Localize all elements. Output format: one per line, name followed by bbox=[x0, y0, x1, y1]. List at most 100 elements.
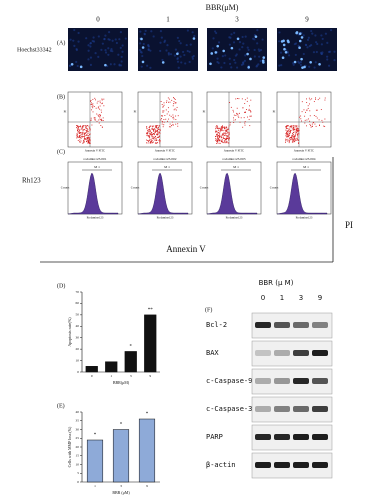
flow-event bbox=[146, 139, 148, 141]
panel-label: (D) bbox=[57, 282, 65, 289]
nucleus bbox=[182, 50, 185, 54]
flow-event bbox=[249, 109, 251, 111]
flow-event bbox=[221, 128, 222, 130]
flow-event bbox=[309, 115, 311, 117]
flow-event bbox=[81, 136, 83, 138]
flow-event bbox=[233, 114, 235, 116]
flow-event bbox=[297, 131, 299, 133]
flow-event bbox=[294, 126, 296, 128]
flow-event bbox=[172, 105, 174, 107]
flow-event bbox=[296, 129, 297, 131]
flow-event bbox=[149, 125, 151, 127]
flow-event bbox=[225, 130, 227, 132]
flow-event bbox=[304, 122, 306, 124]
flow-event bbox=[157, 127, 159, 129]
flow-event bbox=[152, 125, 154, 127]
flow-event bbox=[218, 127, 220, 129]
flow-event bbox=[175, 102, 177, 104]
flow-event bbox=[217, 127, 219, 129]
flow-event bbox=[90, 103, 92, 105]
file-label: rodamin123.001 bbox=[83, 157, 106, 161]
nucleus bbox=[229, 36, 232, 39]
y-tick-label: 40 bbox=[76, 324, 80, 328]
flow-event bbox=[319, 97, 321, 99]
flow-event bbox=[228, 134, 230, 136]
flow-event bbox=[238, 116, 240, 118]
flow-event bbox=[226, 128, 228, 130]
nucleus bbox=[185, 43, 188, 47]
nucleus bbox=[114, 38, 117, 41]
y-tick-label: 5 bbox=[77, 471, 79, 475]
flow-event bbox=[150, 138, 152, 140]
significance: * bbox=[94, 433, 97, 438]
flow-event bbox=[292, 135, 294, 137]
nucleus bbox=[111, 50, 114, 53]
flow-event bbox=[222, 140, 224, 142]
panel-label: (A) bbox=[57, 39, 65, 46]
flow-event bbox=[99, 105, 101, 107]
flow-event bbox=[225, 139, 227, 141]
flow-event bbox=[90, 119, 92, 121]
flow-event bbox=[99, 115, 101, 117]
flow-event bbox=[163, 124, 165, 126]
flow-event bbox=[87, 138, 89, 140]
flow-event bbox=[293, 138, 295, 140]
flow-event bbox=[315, 109, 317, 111]
flow-event bbox=[175, 115, 177, 117]
flow-event bbox=[78, 128, 80, 130]
x-axis-label: BBR (μM) bbox=[112, 490, 130, 495]
flow-event bbox=[160, 119, 162, 121]
blot-band bbox=[274, 462, 290, 468]
flow-event bbox=[290, 137, 292, 138]
flow-event bbox=[156, 126, 158, 128]
protein-label: PARP bbox=[206, 433, 223, 441]
x-tick-label: 3 bbox=[120, 484, 122, 488]
flow-event bbox=[229, 102, 231, 103]
flow-event bbox=[77, 125, 79, 127]
flow-event bbox=[217, 142, 218, 144]
flow-event bbox=[244, 122, 246, 124]
flow-axis-label: Annexin V FITC bbox=[294, 149, 314, 153]
flow-event bbox=[148, 135, 150, 137]
flow-event bbox=[171, 124, 172, 126]
flow-event bbox=[222, 134, 224, 135]
flow-event bbox=[233, 111, 235, 113]
nucleus bbox=[216, 57, 219, 60]
flow-event bbox=[157, 137, 159, 138]
flow-event bbox=[85, 131, 87, 133]
flow-event bbox=[313, 101, 315, 103]
flow-event bbox=[215, 136, 217, 138]
flow-event bbox=[77, 130, 79, 132]
flow-event bbox=[298, 133, 299, 135]
nucleus bbox=[258, 55, 261, 58]
flow-event bbox=[152, 137, 154, 139]
flow-event bbox=[288, 129, 290, 131]
flow-event bbox=[297, 129, 299, 131]
flow-plot bbox=[276, 91, 332, 148]
bright-nucleus bbox=[298, 46, 301, 50]
flow-event bbox=[297, 140, 299, 142]
nucleus bbox=[103, 37, 106, 41]
nucleus bbox=[147, 48, 150, 51]
flow-event bbox=[162, 110, 164, 112]
nucleus bbox=[149, 66, 152, 69]
flow-event bbox=[84, 125, 86, 127]
flow-event bbox=[285, 127, 287, 129]
flow-event bbox=[97, 106, 99, 108]
nucleus bbox=[333, 50, 336, 53]
flow-event bbox=[101, 99, 103, 101]
flow-axis-label: PI bbox=[203, 110, 206, 114]
flow-event bbox=[218, 136, 220, 138]
flow-event bbox=[287, 133, 289, 135]
nucleus bbox=[253, 48, 256, 52]
bright-nucleus bbox=[293, 60, 297, 64]
dose-label: 9 bbox=[305, 16, 309, 24]
flow-event bbox=[81, 133, 83, 135]
flow-event bbox=[285, 133, 287, 135]
flow-event bbox=[85, 129, 87, 131]
y-tick-label: 15 bbox=[76, 454, 80, 458]
nucleus bbox=[278, 31, 281, 34]
flow-event bbox=[92, 103, 94, 105]
flow-event bbox=[286, 125, 288, 127]
flow-event bbox=[152, 133, 154, 135]
